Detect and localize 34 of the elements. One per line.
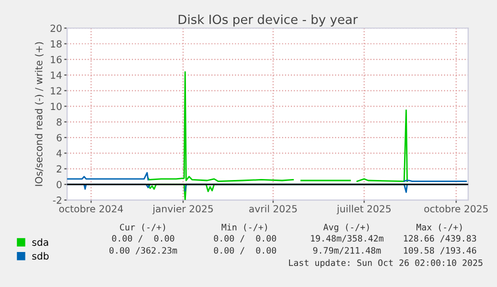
text: 19.48m/358.42m (311, 235, 384, 242)
y-tick-label: 12 (50, 87, 62, 94)
text: Last update: Sun Oct 26 02:00:10 2025 (289, 259, 482, 268)
y-tick-label: 6 (56, 134, 62, 142)
text: Max (-/+) (416, 224, 462, 232)
text: Cur (-/+) (120, 224, 166, 232)
text: 0.00 / 0.00 (112, 235, 174, 242)
text: 9.79m/211.48m (313, 247, 381, 254)
y-tick-label: 14 (50, 72, 62, 79)
text: Min (-/+) (222, 224, 267, 232)
y-tick-label: 4 (56, 150, 62, 157)
y-tick-label: 16 (50, 56, 62, 64)
text: 109.58 /193.46 (404, 247, 476, 254)
y-tick-label: 18 (50, 40, 62, 48)
legend-label: sdb (32, 252, 49, 260)
x-tick-label: octobre 2025 (424, 204, 488, 212)
x-tick-label: octobre 2024 (59, 204, 123, 212)
x-tick-label: janvier 2025 (152, 204, 213, 214)
x-tick-label: avril 2025 (249, 204, 297, 212)
y-tick-label: 8 (56, 118, 62, 126)
chart-title: Disk IOs per device - by year (178, 14, 358, 27)
text: 0.00 / 0.00 (214, 235, 276, 242)
y-tick-label: 10 (50, 102, 62, 110)
y-tick-label: -2 (53, 196, 62, 204)
text: 0.00 / 0.00 (214, 247, 276, 254)
text: 0.00 /362.23m (109, 247, 177, 254)
text: 128.66 /439.83 (404, 235, 476, 242)
x-tick-label: juillet 2025 (336, 204, 391, 214)
y-tick-label: 0 (56, 180, 62, 188)
legend-label: sda (32, 238, 48, 246)
text: Avg (-/+) (323, 224, 369, 232)
y-tick-label: 2 (56, 165, 62, 172)
y-axis-title: IOs/second read (-) / write (+) (34, 42, 44, 186)
y-tick-label: 20 (50, 24, 62, 32)
